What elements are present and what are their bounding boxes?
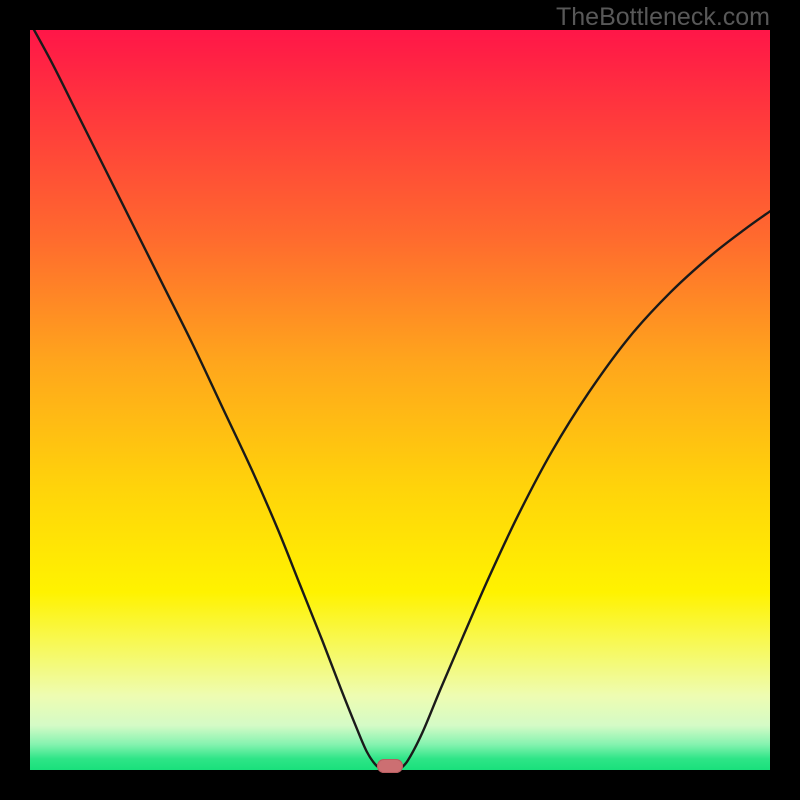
bottleneck-curve <box>30 30 770 770</box>
chart-frame: TheBottleneck.com <box>0 0 800 800</box>
optimum-marker <box>377 759 403 773</box>
watermark-text: TheBottleneck.com <box>556 3 770 32</box>
plot-area <box>30 30 770 770</box>
